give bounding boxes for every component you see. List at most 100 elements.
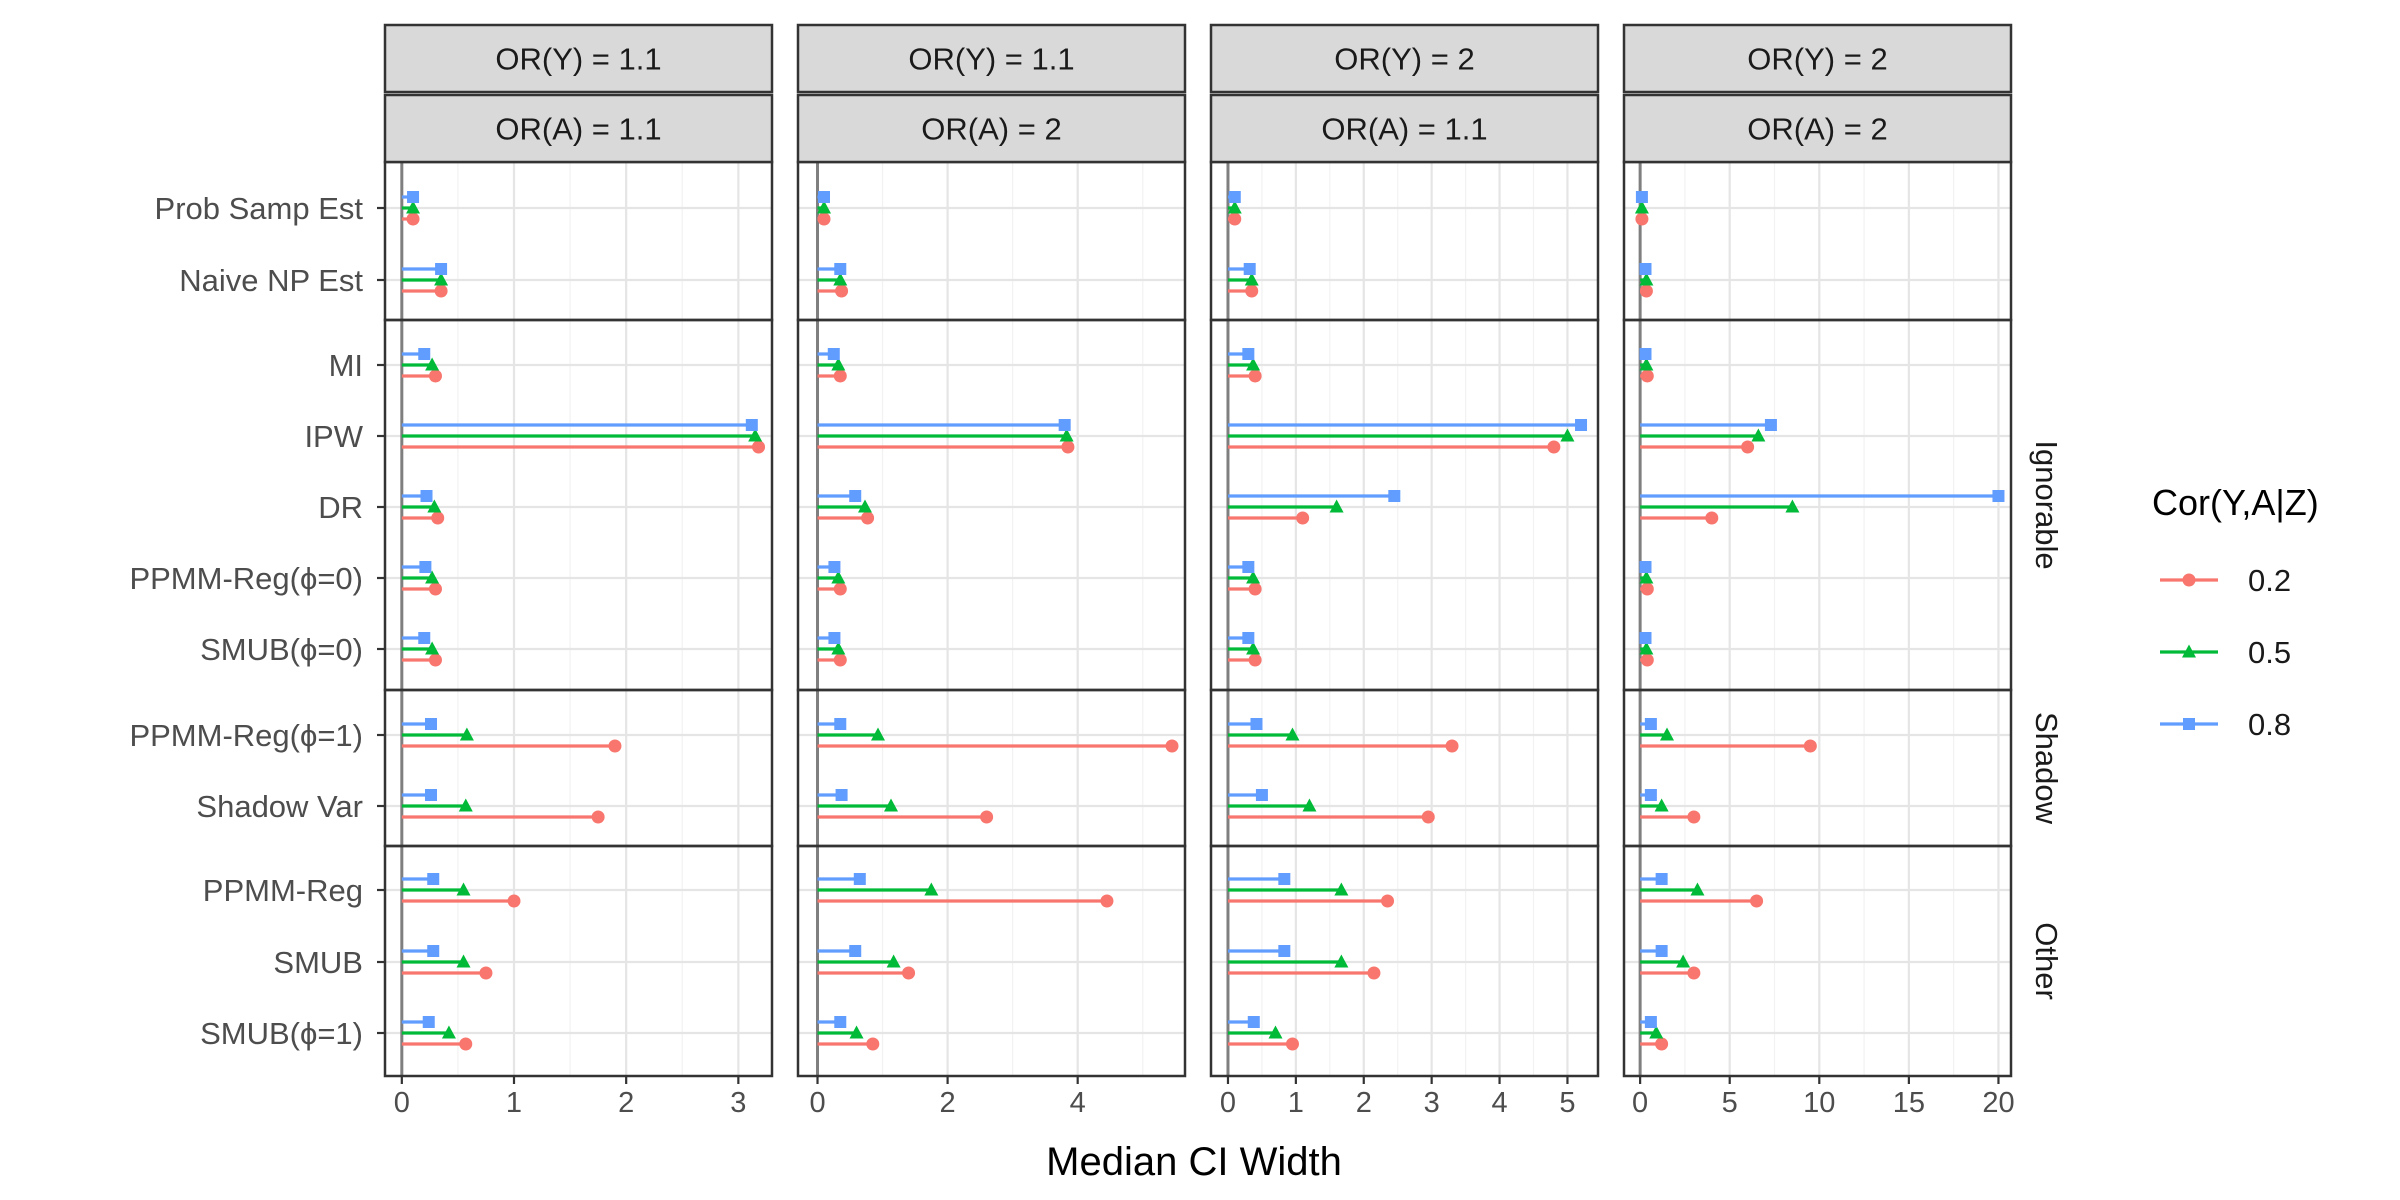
x-tick-label: 0 xyxy=(394,1087,410,1119)
strip-or-a xyxy=(383,93,774,164)
group-label-other: Other xyxy=(2029,922,2064,1000)
strip-or-a-label: OR(A) = 2 xyxy=(1747,112,1887,147)
legend-key-marker-0.8 xyxy=(2183,718,2195,730)
point-0.5 xyxy=(425,641,440,655)
point-0.8 xyxy=(427,945,440,957)
row-labels-layer: Prob Samp Est Naive NP Est MI IPW DR PPMM-Reg… xyxy=(129,191,385,1051)
strip-or-a-label: OR(A) = 2 xyxy=(921,112,1061,147)
point-0.8 xyxy=(827,348,840,360)
legend-label-0.8: 0.8 xyxy=(2248,707,2291,742)
point-0.2 xyxy=(608,739,622,753)
point-0.2 xyxy=(1061,440,1075,454)
point-0.2 xyxy=(479,966,493,980)
point-0.8 xyxy=(1278,945,1291,957)
x-tick-label: 0 xyxy=(809,1087,825,1119)
panel-background xyxy=(798,162,1185,1076)
point-0.2 xyxy=(428,582,442,596)
point-0.5 xyxy=(458,798,473,812)
strip-or-y-label: OR(Y) = 2 xyxy=(1334,42,1474,77)
point-0.2 xyxy=(1803,739,1817,753)
panel-4: OR(Y) = 2 OR(A) = 2 0 5 10 15 20 xyxy=(1622,23,2015,1119)
strip-or-y xyxy=(383,23,774,94)
strip-or-a xyxy=(1622,93,2013,164)
point-0.2 xyxy=(1705,511,1719,525)
group-labels-layer: Ignorable Shadow Other xyxy=(2029,440,2064,999)
x-tick-label: 1 xyxy=(1288,1087,1304,1119)
point-0.5 xyxy=(456,882,471,896)
point-0.8 xyxy=(1575,419,1588,431)
point-0.8 xyxy=(1228,191,1241,203)
point-0.8 xyxy=(849,945,862,957)
point-0.8 xyxy=(1250,718,1263,730)
point-0.8 xyxy=(407,191,420,203)
point-0.8 xyxy=(1243,263,1256,275)
point-0.8 xyxy=(1639,348,1652,360)
point-0.2 xyxy=(1687,810,1701,824)
row-label: SMUB(ϕ=1) xyxy=(200,1016,363,1051)
group-border-4 xyxy=(1622,844,2013,1078)
strip-or-y xyxy=(1209,23,1600,94)
point-0.2 xyxy=(431,511,445,525)
point-0.5 xyxy=(871,727,886,741)
legend-key-marker-0.5 xyxy=(2182,644,2196,658)
point-0.8 xyxy=(419,561,432,573)
row-label: Prob Samp Est xyxy=(155,191,364,226)
row-label: SMUB(ϕ=0) xyxy=(200,632,363,667)
point-0.5 xyxy=(886,954,901,968)
point-0.5 xyxy=(1785,499,1800,513)
point-0.8 xyxy=(424,718,437,730)
point-0.8 xyxy=(1639,632,1652,644)
x-tick-label: 0 xyxy=(1632,1087,1648,1119)
point-0.2 xyxy=(1285,1037,1299,1051)
point-0.5 xyxy=(1268,1025,1283,1039)
row-label: PPMM-Reg xyxy=(203,873,363,908)
point-0.2 xyxy=(1640,582,1654,596)
point-0.5 xyxy=(459,727,474,741)
point-0.2 xyxy=(1381,894,1395,908)
point-0.8 xyxy=(1242,632,1255,644)
point-0.8 xyxy=(420,490,433,502)
group-label-shadow: Shadow xyxy=(2029,712,2064,825)
point-0.5 xyxy=(441,1025,456,1039)
group-label-ignorable: Ignorable xyxy=(2029,440,2064,569)
point-0.2 xyxy=(1640,653,1654,667)
x-tick-label: 1 xyxy=(506,1087,522,1119)
point-0.8 xyxy=(835,789,848,801)
point-0.2 xyxy=(1248,582,1262,596)
point-0.8 xyxy=(1255,789,1268,801)
point-0.8 xyxy=(834,263,847,275)
point-0.8 xyxy=(1639,561,1652,573)
point-0.5 xyxy=(831,357,846,371)
point-0.2 xyxy=(1248,653,1262,667)
point-0.2 xyxy=(406,212,420,226)
point-0.8 xyxy=(745,419,758,431)
strip-or-a xyxy=(1209,93,1600,164)
point-0.2 xyxy=(1165,739,1179,753)
point-0.5 xyxy=(1246,570,1261,584)
point-0.5 xyxy=(406,200,421,214)
point-0.5 xyxy=(1246,357,1261,371)
point-0.8 xyxy=(818,191,831,203)
point-0.8 xyxy=(1388,490,1401,502)
point-0.5 xyxy=(748,428,763,442)
point-0.2 xyxy=(817,212,831,226)
point-0.8 xyxy=(1992,490,2005,502)
point-0.8 xyxy=(418,632,431,644)
x-tick-label: 3 xyxy=(730,1087,746,1119)
point-0.2 xyxy=(1245,284,1259,298)
point-0.8 xyxy=(1242,348,1255,360)
x-tick-label: 3 xyxy=(1424,1087,1440,1119)
point-0.5 xyxy=(817,200,832,214)
point-0.5 xyxy=(833,272,848,286)
point-0.8 xyxy=(1058,419,1071,431)
x-tick-label: 4 xyxy=(1491,1087,1507,1119)
strip-or-a xyxy=(796,93,1187,164)
point-0.8 xyxy=(1639,263,1652,275)
point-0.5 xyxy=(1329,499,1344,513)
point-0.5 xyxy=(857,499,872,513)
point-0.8 xyxy=(435,263,448,275)
point-0.2 xyxy=(902,966,916,980)
point-0.5 xyxy=(1334,882,1349,896)
point-0.5 xyxy=(1227,200,1242,214)
strip-or-y-label: OR(Y) = 2 xyxy=(1747,42,1887,77)
